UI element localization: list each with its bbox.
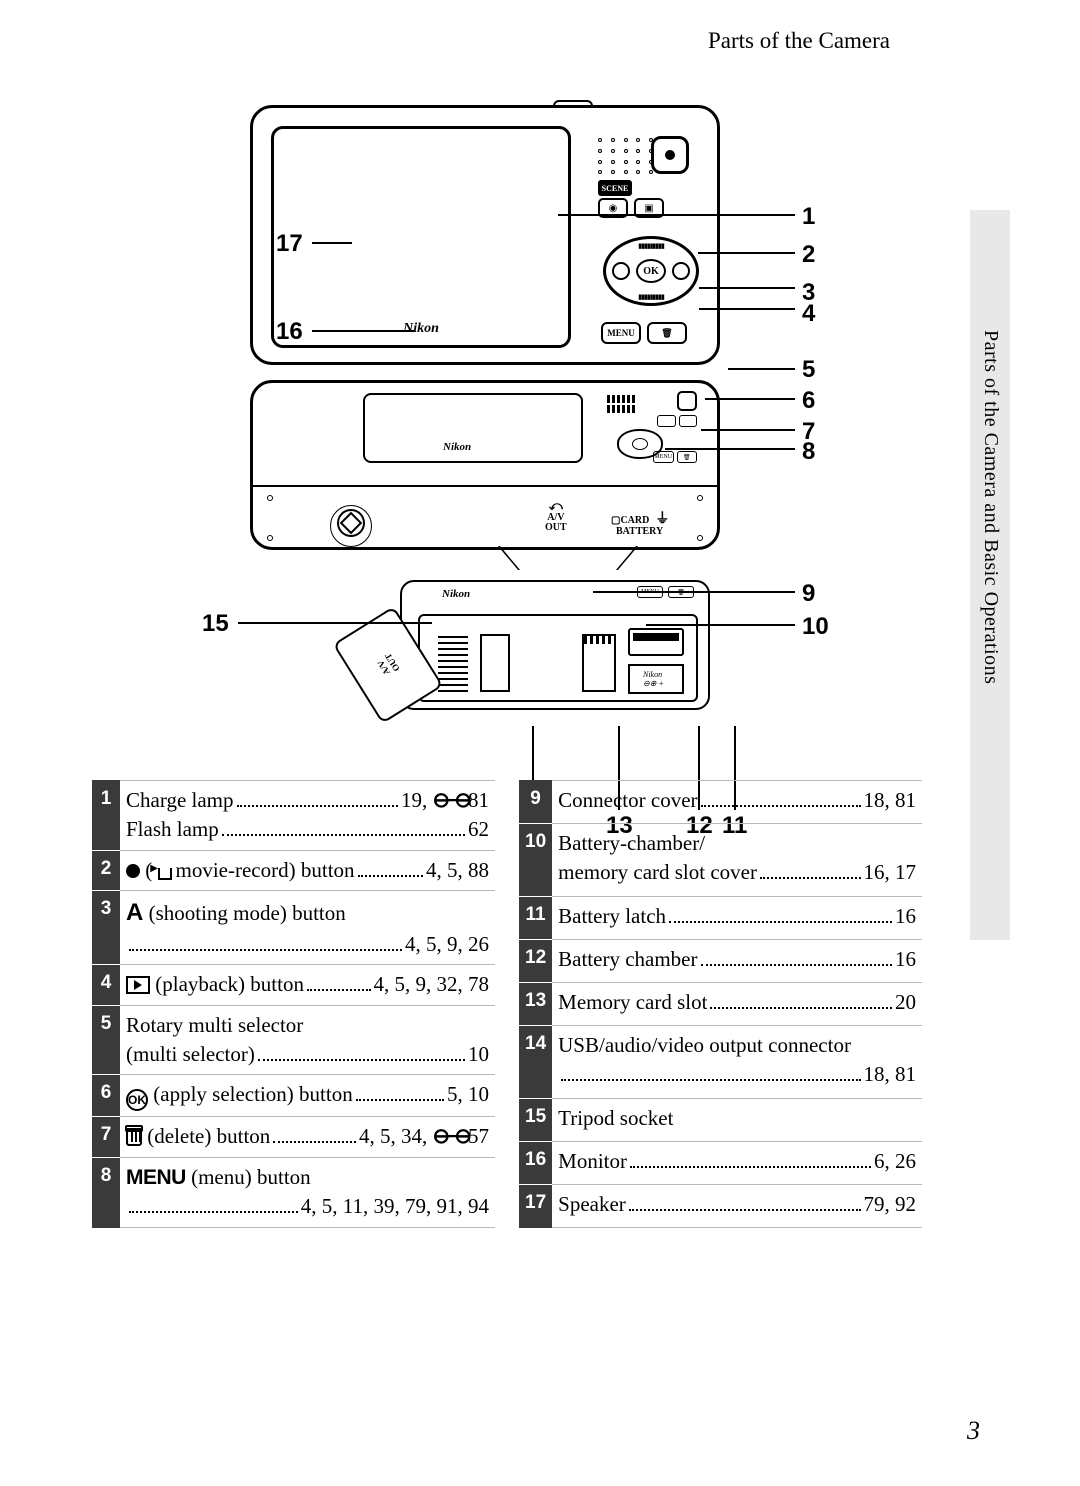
record-button-outline [651,136,689,174]
brand-label-1: Nikon [403,321,439,337]
part-description: MENU (menu) button4, 5, 11, 39, 79, 91, … [120,1157,495,1227]
camera-diagram: Nikon SCENE ◉ ▣ ▮▮▮▮▮▮▮▮▮ OK ▮▮▮▮▮▮▮▮▮ M… [90,90,890,760]
part-description: A (shooting mode) button4, 5, 9, 26 [120,891,495,965]
part-number: 17 [519,1184,552,1227]
callout-8: 8 [802,438,815,466]
callout-10: 10 [802,613,829,641]
part-number: 10 [519,823,552,897]
callout-17: 17 [276,230,303,258]
page-number: 3 [967,1416,980,1446]
part-number: 13 [519,982,552,1025]
part-number: 12 [519,940,552,983]
rotary-selector: ▮▮▮▮▮▮▮▮▮ OK ▮▮▮▮▮▮▮▮▮ [603,236,699,306]
menu-buttons: MENU 🗑 [601,322,687,344]
callout-15: 15 [202,610,229,638]
part-description: Memory card slot20 [552,982,922,1025]
tripod-socket-icon [337,509,365,537]
callout-5: 5 [802,356,815,384]
part-number: 6 [92,1075,120,1117]
part-description: Charge lamp19, ⊖−⊖81Flash lamp62 [120,781,495,851]
part-description: (playback) button4, 5, 9, 32, 78 [120,965,495,1005]
callout-1: 1 [802,203,815,231]
callout-6: 6 [802,387,815,415]
callout-9: 9 [802,580,815,608]
callout-16: 16 [276,318,303,346]
monitor-outline: Nikon [271,126,571,348]
part-description: USB/audio/video output connector18, 81 [552,1025,922,1099]
callout-2: 2 [802,241,815,269]
part-number: 9 [519,781,552,824]
part-description: Battery chamber16 [552,940,922,983]
part-description: Battery latch16 [552,897,922,940]
part-description: ( movie-record) button4, 5, 88 [120,850,495,890]
av-out-label: ⤺A/VOUT [545,499,567,533]
part-description: Monitor6, 26 [552,1142,922,1185]
part-description: Battery-chamber/memory card slot cover16… [552,823,922,897]
side-tab-text: Parts of the Camera and Basic Operations [979,330,1002,684]
part-number: 2 [92,850,120,890]
part-number: 1 [92,781,120,851]
part-description: Rotary multi selector(multi selector)10 [120,1005,495,1075]
card-battery-label: ▢CARD⏚ BATTERY [611,515,669,537]
part-number: 4 [92,965,120,1005]
part-number: 15 [519,1099,552,1142]
part-description: (delete) button4, 5, 34, ⊖−⊖57 [120,1117,495,1157]
callout-4: 4 [802,300,815,328]
part-number: 7 [92,1117,120,1157]
part-description: Speaker79, 92 [552,1184,922,1227]
part-description: Connector cover18, 81 [552,781,922,824]
camera-back-view: Nikon SCENE ◉ ▣ ▮▮▮▮▮▮▮▮▮ OK ▮▮▮▮▮▮▮▮▮ M… [250,105,720,365]
part-number: 11 [519,897,552,940]
part-description: OK (apply selection) button5, 10 [120,1075,495,1117]
part-number: 5 [92,1005,120,1075]
part-number: 8 [92,1157,120,1227]
parts-table-right: 9Connector cover18, 8110Battery-chamber/… [519,780,922,1228]
camera-bottom-view: Nikon MENU🗑 ⤺A/VOUT ▢CARD⏚ BATTERY [250,380,720,550]
part-description: Tripod socket [552,1099,922,1142]
page-header: Parts of the Camera [708,28,890,54]
part-number: 3 [92,891,120,965]
part-number: 14 [519,1025,552,1099]
parts-table-left: 1Charge lamp19, ⊖−⊖81Flash lamp622 ( mov… [92,780,495,1228]
part-number: 16 [519,1142,552,1185]
parts-tables: 1Charge lamp19, ⊖−⊖81Flash lamp622 ( mov… [92,780,922,1228]
